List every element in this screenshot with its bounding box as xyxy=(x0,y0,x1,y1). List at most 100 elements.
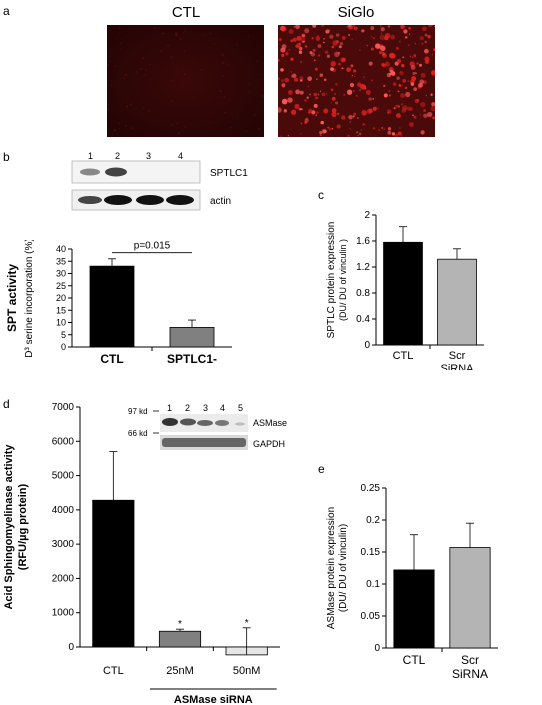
bar xyxy=(449,547,491,649)
y-tick-label: 40 xyxy=(56,244,66,254)
y-tick-label: 5000 xyxy=(52,471,75,482)
x-category-label: CTL xyxy=(393,350,414,362)
blot-label-sptlc1: SPTLC1 xyxy=(210,168,248,179)
micro-title-ctl: CTL xyxy=(171,4,201,21)
y-tick-label: 15 xyxy=(56,305,66,315)
p-value-label: p=0.015 xyxy=(134,241,171,252)
blot-lane-label: 2 xyxy=(185,403,190,413)
panel-letter-c: c xyxy=(318,188,324,202)
marker-97kd: 97 kd xyxy=(128,407,148,416)
bar xyxy=(393,569,435,649)
blot-band xyxy=(235,422,245,426)
chart-asmase-activity: Acid Sphingomyelinase activity (RFU/µg pr… xyxy=(3,402,280,705)
y-tick-label: 2000 xyxy=(52,573,75,584)
y-tick-label: 2 xyxy=(364,210,370,221)
chart-ylabel-secondary: D³ serine incorporation (%) xyxy=(24,240,35,358)
group-label: ASMase siRNA xyxy=(174,694,253,705)
bar xyxy=(383,241,423,346)
x-category-label: CTL xyxy=(100,352,123,365)
x-category-label: Scr xyxy=(461,653,479,667)
y-tick-label: 1000 xyxy=(52,608,75,619)
western-blot-b: 1 2 3 4 SPTLC1 actin xyxy=(71,151,248,211)
chart-ylabel: SPTLC protein expression xyxy=(326,222,337,339)
panel-letter-d: d xyxy=(3,397,10,411)
significance-marker: * xyxy=(178,619,182,630)
western-blot-d: 1 2 3 4 5 ASMase GAPDH xyxy=(158,402,288,454)
micro-title-siglo: SiGlo xyxy=(337,4,375,21)
blot-band xyxy=(215,420,229,426)
bar xyxy=(158,630,202,648)
micrograph-siglo xyxy=(278,25,435,137)
bar xyxy=(437,258,477,346)
x-category-label: CTL xyxy=(103,665,124,677)
blot-label-asmase: ASMase xyxy=(253,418,287,428)
blot-band xyxy=(180,418,196,426)
blot-lane-label: 3 xyxy=(203,403,208,413)
y-tick-label: 7000 xyxy=(52,402,75,413)
blot-band xyxy=(162,418,178,426)
blot-band xyxy=(78,196,102,204)
bar xyxy=(169,327,215,348)
blot-band xyxy=(162,438,246,447)
bar xyxy=(92,499,135,648)
x-category-label: 25nM xyxy=(166,665,194,677)
y-tick-label: 0 xyxy=(364,340,370,351)
y-tick-label: 0.15 xyxy=(361,547,381,558)
x-category-label: SiRNA xyxy=(440,363,474,370)
chart-spt-activity: SPT activity D³ serine incorporation (%) 0… xyxy=(5,240,232,365)
x-category-label: 50nM xyxy=(233,665,261,677)
y-tick-label: 0.8 xyxy=(356,288,370,299)
panel-letter-b: b xyxy=(3,150,10,164)
y-tick-label: 0.2 xyxy=(366,515,380,526)
blot-label-actin: actin xyxy=(210,196,231,207)
y-tick-label: 0 xyxy=(61,342,66,352)
blot-markers-d: 97 kd 66 kd xyxy=(128,407,159,438)
blot-strip-sptlc1 xyxy=(71,160,201,184)
y-tick-label: 35 xyxy=(56,256,66,266)
chart-sptlc-expression: SPTLC protein expression (DU/ DU of vincu… xyxy=(326,210,484,370)
marker-66kd: 66 kd xyxy=(128,429,148,438)
y-tick-label: 3000 xyxy=(52,539,75,550)
chart-ylabel-secondary: (RFU/µg protein) xyxy=(17,483,29,570)
y-tick-label: 4000 xyxy=(52,505,75,516)
blot-lane-label: 4 xyxy=(220,403,225,413)
blot-band xyxy=(166,195,194,205)
chart-ylabel: ASMase protein expression xyxy=(326,507,337,629)
blot-lane-label: 3 xyxy=(146,151,151,161)
y-tick-label: 30 xyxy=(56,269,66,279)
y-tick-label: 25 xyxy=(56,281,66,291)
bar xyxy=(89,265,135,348)
y-tick-label: 0.1 xyxy=(366,579,380,590)
x-category-label: SPTLC1- xyxy=(167,352,217,365)
blot-band xyxy=(105,167,127,177)
blot-band xyxy=(136,195,164,205)
blot-lane-label: 5 xyxy=(238,403,243,413)
blot-lane-label: 1 xyxy=(167,403,172,413)
blot-band xyxy=(104,195,132,205)
chart-ylabel-secondary: (DU/ DU of vinculin ) xyxy=(338,239,348,321)
y-tick-label: 0.25 xyxy=(361,483,381,494)
y-tick-label: 0 xyxy=(68,642,74,653)
significance-marker: * xyxy=(245,618,249,629)
blot-band xyxy=(197,420,213,426)
panel-letter-e: e xyxy=(318,462,325,476)
x-category-label: Scr xyxy=(449,350,466,362)
blot-label-gapdh: GAPDH xyxy=(253,439,285,449)
y-tick-label: 1.6 xyxy=(356,236,370,247)
blot-lane-label: 2 xyxy=(115,151,120,161)
x-category-label: CTL xyxy=(403,653,426,667)
y-tick-label: 10 xyxy=(56,318,66,328)
y-tick-label: 5 xyxy=(61,330,66,340)
y-tick-label: 1.2 xyxy=(356,262,370,273)
y-tick-label: 0.4 xyxy=(356,314,370,325)
chart-ylabel-secondary: (DU/ DU of vinculin) xyxy=(338,524,349,612)
x-category-label: SiRNA xyxy=(452,667,488,681)
chart-asmase-expression: ASMase protein expression (DU/ DU of vinc… xyxy=(326,483,498,681)
blot-band xyxy=(80,168,100,176)
blot-lane-label: 1 xyxy=(88,151,93,161)
y-tick-label: 0 xyxy=(374,643,380,654)
panel-letter-a: a xyxy=(3,4,10,18)
y-tick-label: 0.05 xyxy=(361,611,381,622)
chart-ylabel: SPT activity xyxy=(5,264,19,332)
